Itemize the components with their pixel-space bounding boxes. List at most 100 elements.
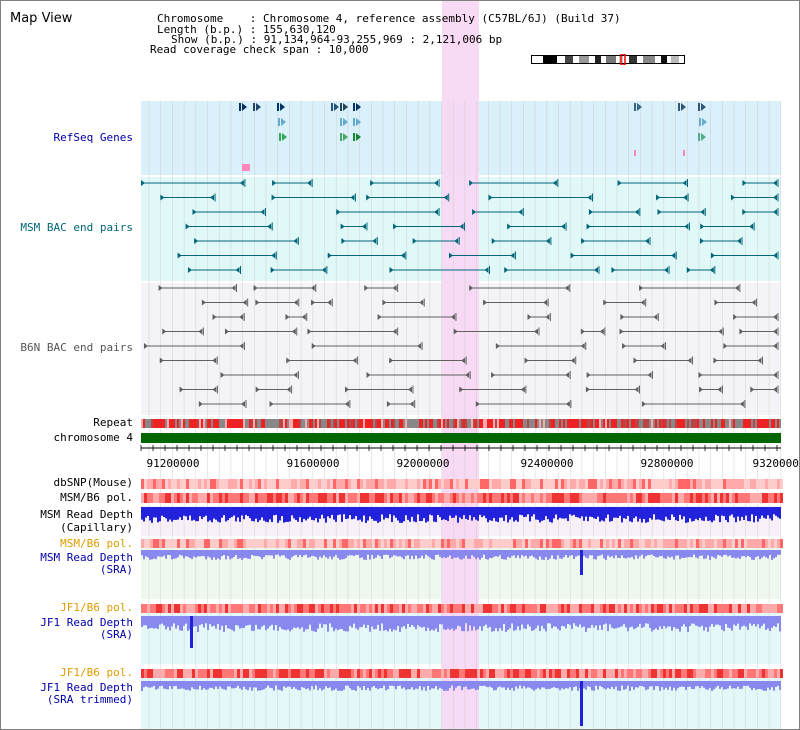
track-label-msm-pol-1[interactable]: MSM/B6 pol.: [60, 491, 133, 504]
track-label-msm-bac[interactable]: MSM BAC end pairs: [20, 221, 133, 234]
depth-bar: [209, 550, 211, 558]
polymorphism-cell: [561, 669, 564, 678]
track-label-dbsnp[interactable]: dbSNP(Mouse): [53, 476, 133, 489]
track-label-chromosome[interactable]: chromosome 4: [53, 431, 133, 444]
polymorphism-cell: [477, 669, 480, 678]
repeat-cell: [247, 419, 249, 428]
polymorphism-cell: [450, 539, 453, 548]
depth-bar: [391, 681, 393, 686]
depth-bar: [669, 681, 671, 687]
depth-bar: [437, 507, 439, 515]
depth-bar: [167, 681, 169, 690]
track-label-jf1-pol-1[interactable]: JF1/B6 pol.: [60, 601, 133, 614]
depth-bar: [277, 550, 279, 555]
depth-bar: [531, 550, 533, 556]
depth-bar: [653, 507, 655, 515]
bac-end: [454, 238, 459, 244]
track-label-b6n-bac[interactable]: B6N BAC end pairs: [20, 341, 133, 354]
depth-bar: [743, 681, 745, 686]
polymorphism-cell: [285, 604, 288, 613]
depth-bar: [625, 681, 627, 689]
depth-bar: [313, 681, 315, 690]
polymorphism-cell: [606, 539, 609, 548]
depth-bar: [151, 550, 153, 560]
polymorphism-cell: [312, 669, 315, 678]
polymorphism-cell: [741, 604, 744, 613]
polymorphism-cell: [186, 539, 189, 548]
polymorphism-cell: [618, 493, 621, 503]
depth-bar: [409, 616, 411, 628]
polymorphism-cell: [435, 479, 438, 489]
polymorphism-cell: [744, 604, 747, 613]
polymorphism-cell: [354, 493, 357, 503]
polymorphism-cell: [279, 604, 282, 613]
track-label-repeat[interactable]: Repeat: [93, 416, 133, 429]
depth-bar: [475, 616, 477, 631]
depth-bar: [223, 550, 225, 556]
depth-bar: [301, 507, 303, 523]
polymorphism-cell: [321, 539, 324, 548]
depth-bar: [307, 507, 309, 519]
polymorphism-cell: [585, 539, 588, 548]
depth-bar: [449, 507, 451, 516]
bac-end: [641, 401, 646, 407]
depth-bar: [729, 681, 731, 686]
polymorphism-cell: [255, 669, 258, 678]
track-label-msm-pol-2[interactable]: MSM/B6 pol.: [60, 537, 133, 550]
depth-bar: [287, 507, 289, 522]
repeat-cell: [693, 419, 695, 428]
gene-glyph: [353, 118, 355, 126]
depth-bar: [699, 681, 701, 689]
depth-bar: [561, 616, 563, 626]
track-label-msm-depth-cap[interactable]: MSM Read Depth: [40, 508, 133, 521]
polymorphism-cell: [204, 493, 207, 503]
depth-bar: [161, 550, 163, 557]
repeat-cell: [289, 419, 291, 428]
track-label-refseq[interactable]: RefSeq Genes: [53, 131, 133, 144]
depth-bar: [323, 616, 325, 625]
depth-bar: [711, 550, 713, 557]
depth-bar: [305, 507, 307, 521]
polymorphism-cell: [153, 493, 156, 503]
depth-bar: [433, 616, 435, 631]
polymorphism-cell: [336, 479, 339, 489]
bac-end: [143, 343, 148, 349]
polymorphism-cell: [222, 493, 225, 503]
repeat-cell: [399, 419, 401, 428]
chromosome-ideogram[interactable]: [531, 54, 686, 65]
depth-bar: [663, 550, 665, 559]
depth-bar: [619, 681, 621, 691]
depth-bar: [597, 550, 599, 557]
depth-bar: [513, 550, 515, 556]
depth-bar: [571, 550, 573, 556]
depth-bar: [499, 507, 501, 518]
depth-bar: [311, 550, 313, 556]
polymorphism-cell: [258, 669, 261, 678]
depth-bar: [435, 550, 437, 555]
repeat-cell: [181, 419, 183, 428]
polymorphism-cell: [270, 604, 273, 613]
depth-bar: [457, 681, 459, 687]
depth-bar: [477, 616, 479, 630]
polymorphism-cell: [201, 604, 204, 613]
track-label-jf1-depth-trim[interactable]: JF1 Read Depth: [40, 681, 133, 694]
track-label-msm-depth-sra[interactable]: MSM Read Depth: [40, 551, 133, 564]
polymorphism-cell: [294, 604, 297, 613]
polymorphism-cell: [666, 604, 669, 613]
depth-bar: [595, 681, 597, 686]
depth-bar: [739, 550, 741, 559]
depth-bar: [257, 550, 259, 557]
gene-glyph: [340, 103, 342, 111]
polymorphism-cell: [231, 669, 234, 678]
depth-bar: [365, 681, 367, 691]
depth-bar: [259, 616, 261, 630]
polymorphism-cell: [405, 479, 408, 489]
depth-bar: [281, 681, 283, 691]
repeat-cell: [187, 419, 189, 428]
track-label-jf1-pol-2[interactable]: JF1/B6 pol.: [60, 666, 133, 679]
bac-end: [483, 299, 488, 306]
track-label-jf1-depth-sra[interactable]: JF1 Read Depth: [40, 616, 133, 629]
polymorphism-cell: [588, 669, 591, 678]
polymorphism-cell: [585, 479, 588, 489]
